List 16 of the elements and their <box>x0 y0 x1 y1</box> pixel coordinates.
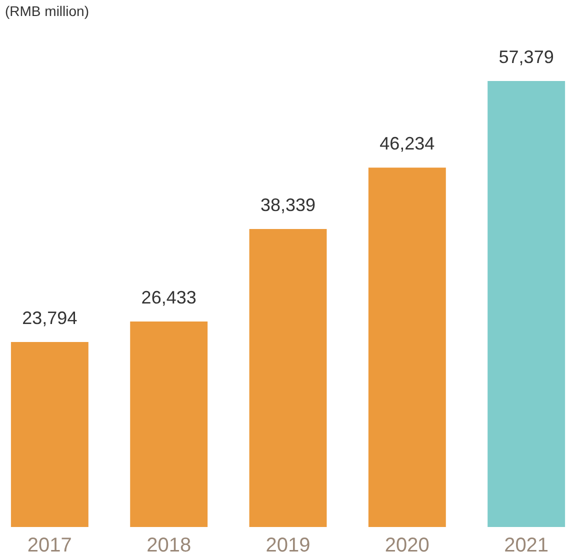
x-tick-label: 2020 <box>384 534 430 556</box>
x-tick-label: 2018 <box>146 534 192 556</box>
bar <box>130 322 208 527</box>
data-label: 38,339 <box>260 194 316 215</box>
bar <box>249 228 327 527</box>
bar <box>368 168 446 527</box>
bar <box>488 81 566 527</box>
data-label: 23,794 <box>22 308 78 328</box>
x-tick-label: 2017 <box>27 534 72 556</box>
x-tick-label: 2021 <box>504 534 549 556</box>
y-axis-title: (RMB million) <box>5 3 89 19</box>
data-label: 46,234 <box>380 134 435 154</box>
data-label: 26,433 <box>141 288 196 308</box>
x-tick-label: 2019 <box>266 534 310 556</box>
data-label: 57,379 <box>498 47 554 67</box>
bar <box>10 342 88 527</box>
